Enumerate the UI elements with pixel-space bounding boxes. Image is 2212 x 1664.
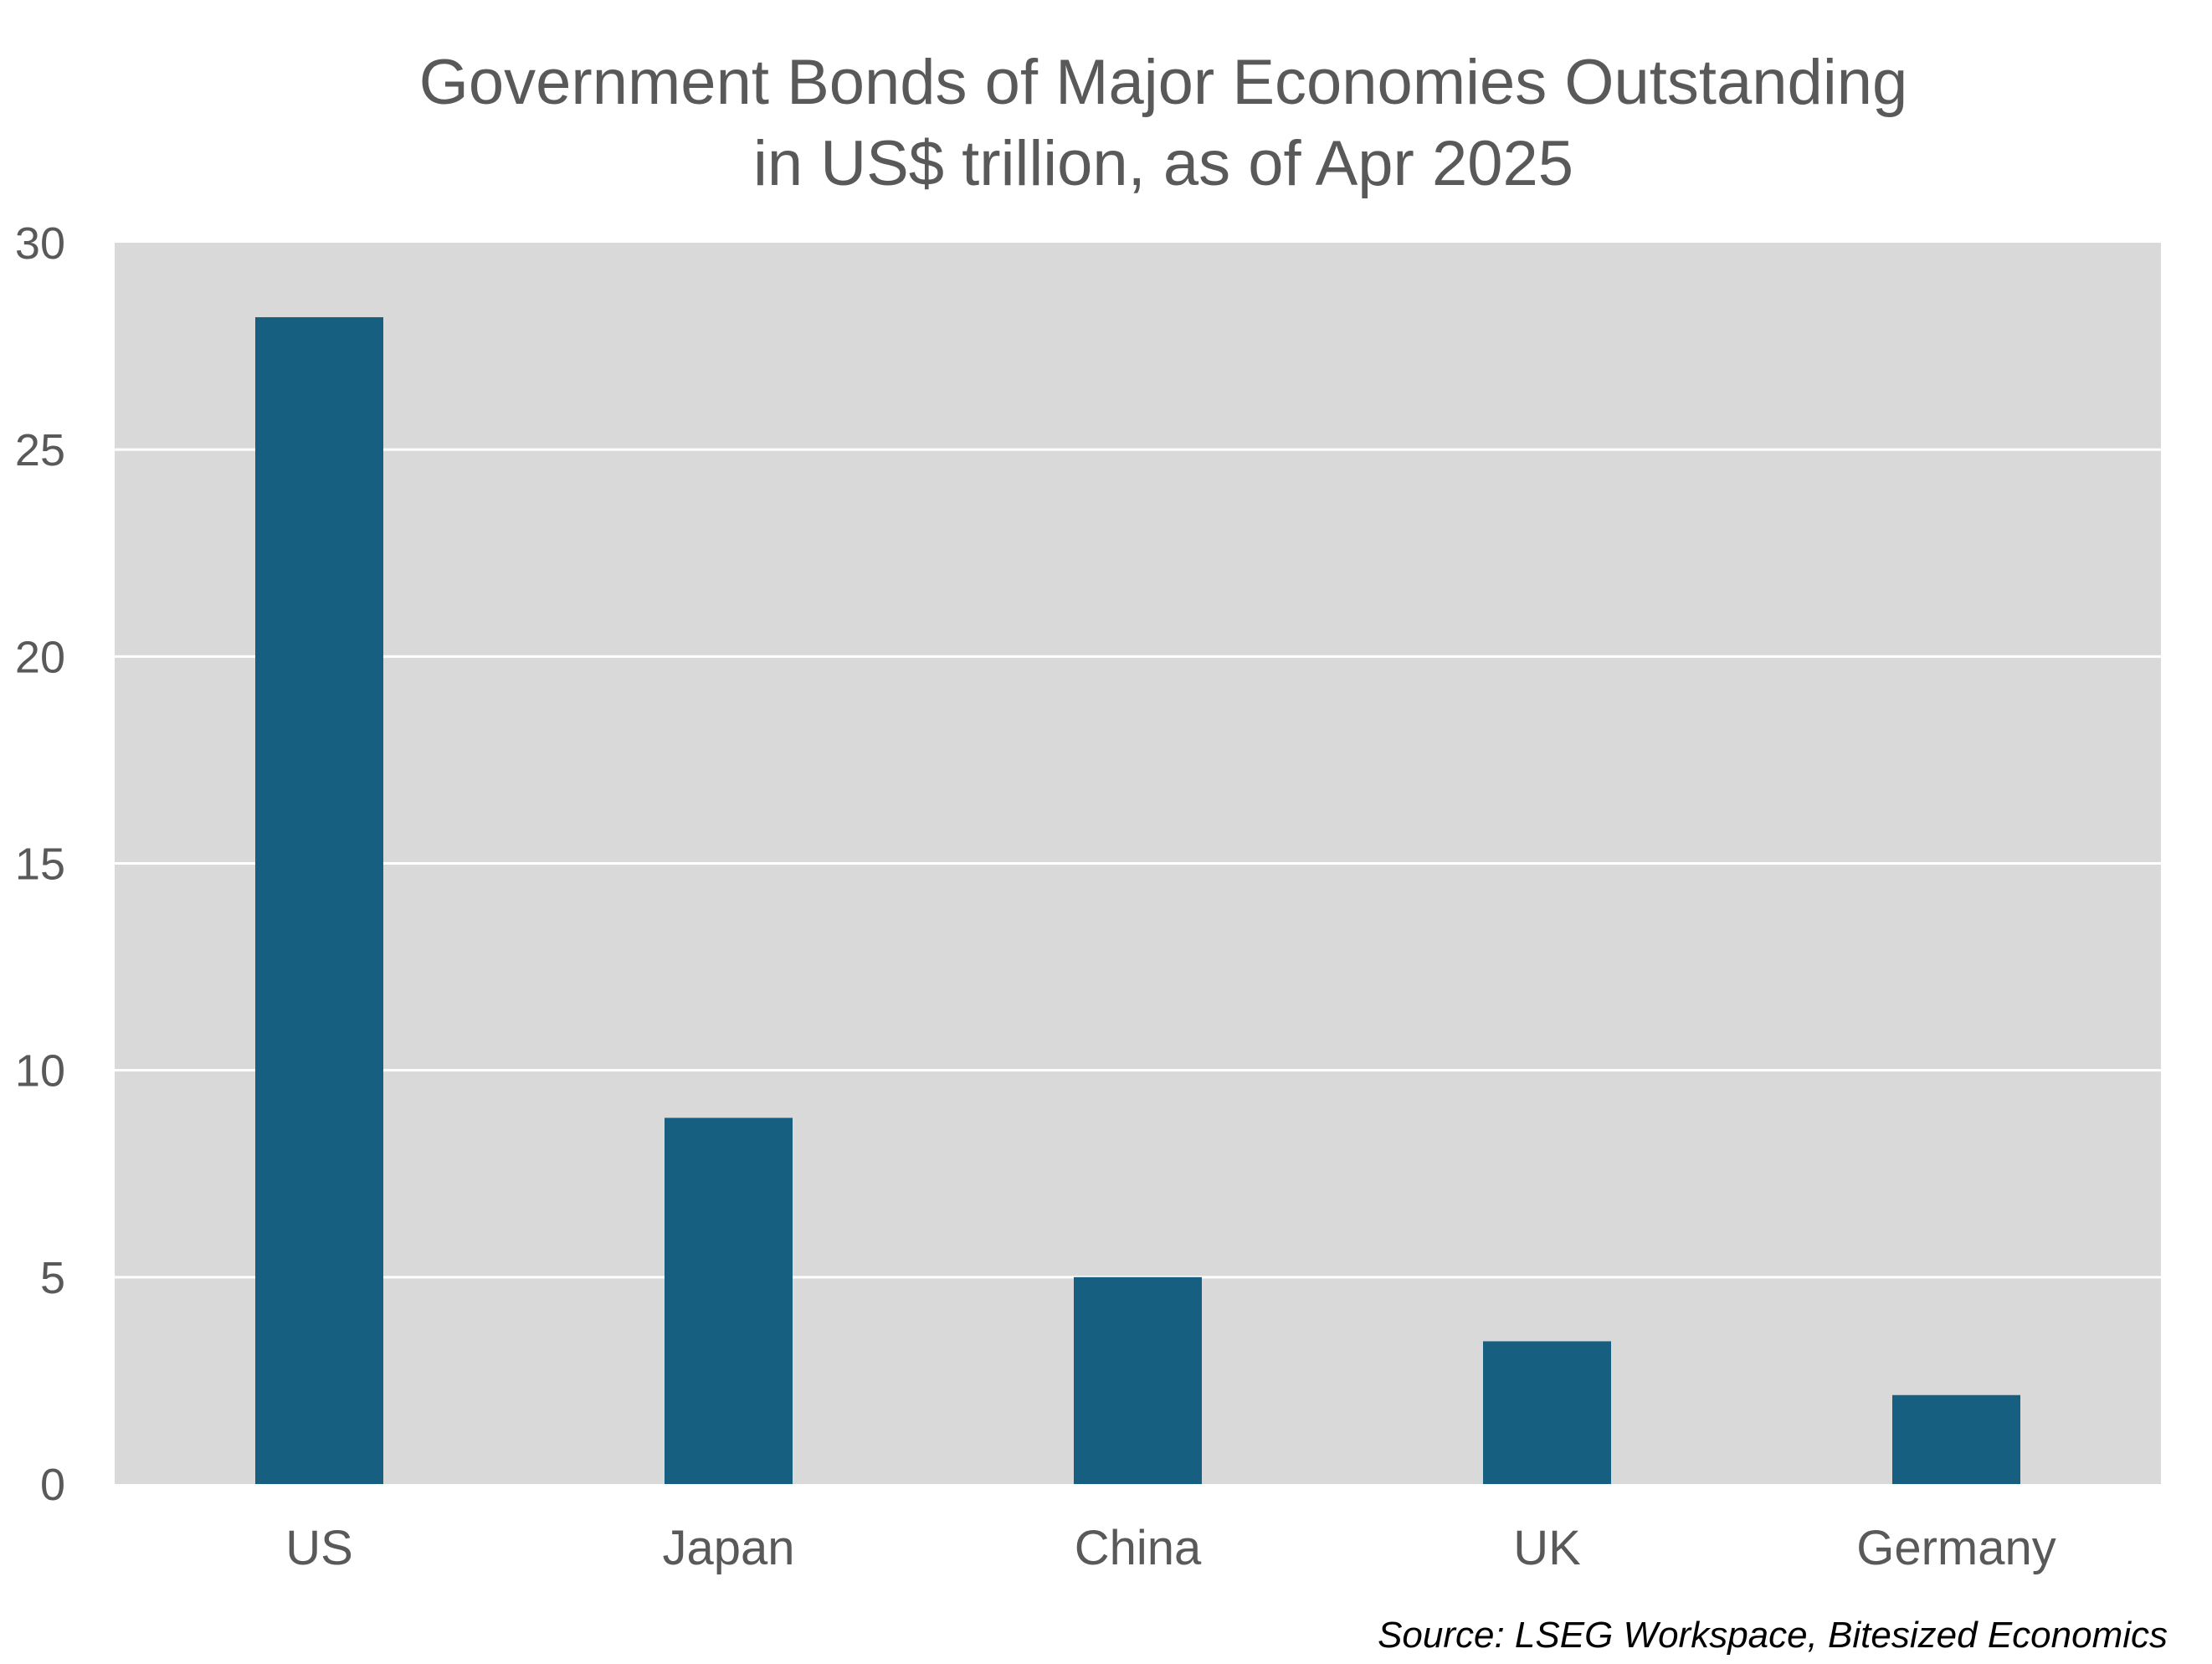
- x-category-label-china: China: [1075, 1521, 1202, 1575]
- source-note: Source: LSEG Workspace, Bitesized Econom…: [1378, 1615, 2168, 1656]
- y-tick-label-0: 0: [40, 1460, 65, 1510]
- x-axis-labels: US Japan China UK Germany: [285, 1521, 2056, 1575]
- y-tick-label-20: 20: [15, 632, 65, 682]
- x-category-label-germany: Germany: [1856, 1521, 2056, 1575]
- x-category-label-us: US: [285, 1521, 353, 1575]
- y-tick-label-10: 10: [15, 1046, 65, 1096]
- bar-us: [255, 316, 383, 1485]
- x-category-label-uk: UK: [1513, 1521, 1581, 1575]
- y-tick-label-30: 30: [15, 218, 65, 269]
- x-category-label-japan: Japan: [662, 1521, 794, 1575]
- bar-japan: [665, 1117, 793, 1484]
- y-tick-label-15: 15: [15, 840, 65, 890]
- bar-uk: [1483, 1341, 1611, 1484]
- y-tick-label-25: 25: [15, 425, 65, 475]
- bar-germany: [1892, 1394, 2020, 1484]
- chart-subtitle: in US$ trillion, as of Apr 2025: [753, 128, 1573, 199]
- bars: [255, 316, 2020, 1485]
- chart-title: Government Bonds of Major Economies Outs…: [419, 47, 1907, 118]
- bar-china: [1074, 1276, 1202, 1484]
- y-axis-ticks: 0 5 10 15 20 25 30: [15, 218, 65, 1510]
- gridlines: [115, 448, 2161, 1279]
- y-tick-label-5: 5: [40, 1253, 65, 1303]
